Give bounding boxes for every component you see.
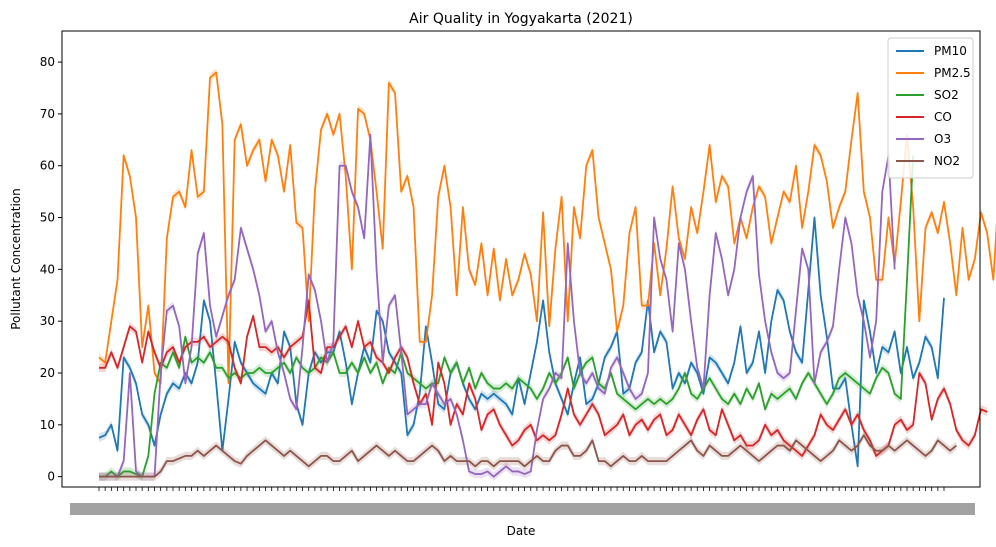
series-line-o3 [99, 133, 896, 478]
series-band-no2 [99, 431, 957, 481]
legend-box [887, 37, 974, 179]
series-line-co [99, 299, 988, 457]
series-line-no2 [99, 434, 957, 478]
x-axis-label: Date [507, 524, 536, 538]
y-axis-label: Pollutant Concentration [9, 188, 23, 330]
series-line-pm10 [98, 216, 945, 468]
y-tick-label: 70 [40, 107, 55, 121]
y-tick-label: 50 [40, 211, 55, 225]
legend-label: PM10 [934, 44, 967, 58]
series-line-so2 [99, 155, 915, 478]
y-tick: 50 [40, 211, 62, 225]
y-axis-ticks: 0 10 20 30 40 50 60 70 80 [40, 55, 62, 484]
legend-entry: PM2.5 [896, 66, 971, 80]
legend-label: NO2 [934, 154, 960, 168]
legend-entry: PM10 [896, 44, 967, 58]
series-pm10 [98, 213, 945, 471]
legend-label: PM2.5 [934, 66, 971, 80]
series-pm2-5 [98, 68, 996, 388]
y-tick-label: 10 [40, 418, 55, 432]
y-tick: 0 [47, 470, 62, 484]
y-tick: 60 [40, 159, 62, 173]
y-tick-label: 60 [40, 159, 55, 173]
x-axis-ticks [70, 487, 975, 515]
legend-label: CO [934, 110, 952, 124]
y-tick: 30 [40, 314, 62, 328]
y-tick-label: 40 [40, 262, 55, 276]
y-tick: 70 [40, 107, 62, 121]
series-o3 [99, 130, 896, 481]
series-co [99, 296, 988, 461]
legend: PM10 PM2.5 SO2 CO O3 NO2 [887, 37, 974, 179]
y-tick-label: 20 [40, 366, 55, 380]
legend-label: SO2 [934, 88, 959, 102]
legend-entry: SO2 [896, 88, 959, 102]
legend-label: O3 [934, 132, 951, 146]
y-tick: 80 [40, 55, 62, 69]
y-tick: 20 [40, 366, 62, 380]
y-tick: 40 [40, 262, 62, 276]
series-line-pm2-5 [98, 71, 996, 385]
y-tick-label: 80 [40, 55, 55, 69]
series-so2 [99, 151, 915, 481]
legend-entry: O3 [896, 132, 951, 146]
y-tick-label: 30 [40, 314, 55, 328]
chart-title: Air Quality in Yogyakarta (2021) [409, 11, 633, 27]
series-no2 [99, 431, 957, 481]
y-tick: 10 [40, 418, 62, 432]
plot-area [98, 68, 996, 481]
plot-frame [61, 30, 981, 488]
legend-entry: CO [896, 110, 952, 124]
legend-entry: NO2 [896, 154, 960, 168]
x-tick-labels-overlap [70, 503, 975, 515]
y-tick-label: 0 [47, 470, 55, 484]
